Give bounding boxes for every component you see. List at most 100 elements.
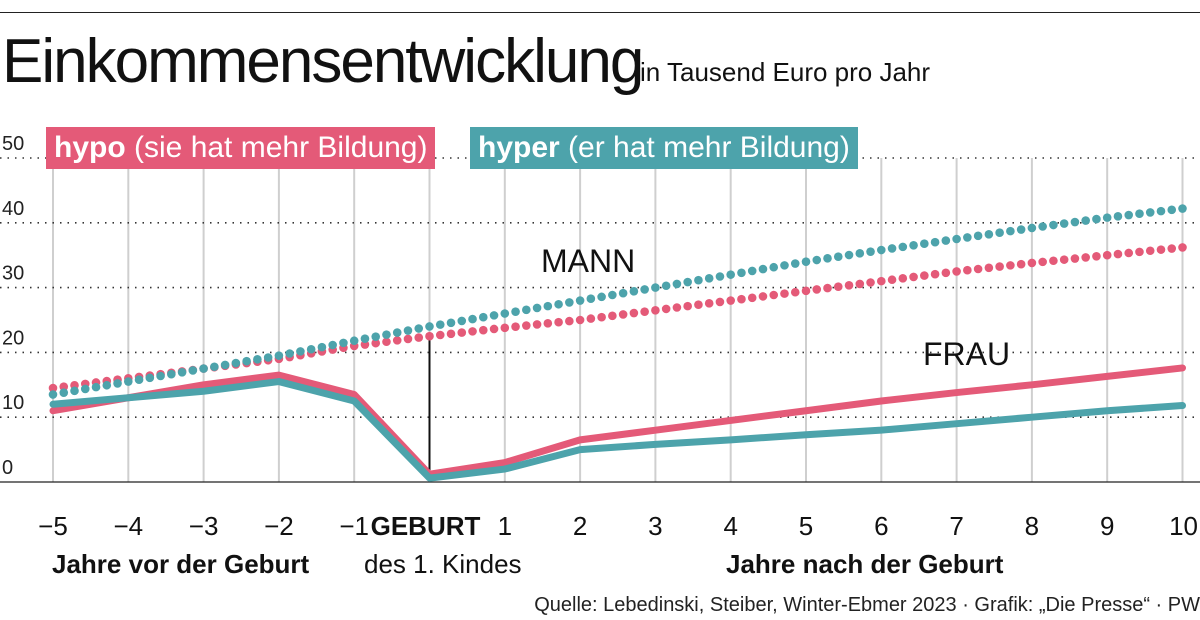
chart-subtitle: in Tausend Euro pro Jahr	[640, 57, 931, 87]
series-dot-mann	[522, 305, 531, 315]
series-dot-mann	[1070, 254, 1080, 263]
series-dot-mann	[1102, 213, 1112, 222]
series-dot-mann	[812, 255, 822, 265]
series-dot-mann	[704, 299, 714, 308]
series-dot-mann	[737, 294, 746, 304]
x-tick-label: 4	[723, 511, 737, 541]
series-dot-mann	[898, 242, 908, 252]
series-dot-mann	[1113, 249, 1123, 259]
series-dot-mann	[435, 330, 445, 340]
series-dot-mann	[844, 250, 854, 260]
series-dot-mann	[328, 340, 337, 350]
series-dot-mann	[565, 298, 574, 307]
series-dot-mann	[124, 377, 133, 386]
series-dot-mann	[769, 262, 779, 272]
series-dot-mann	[554, 299, 563, 309]
series-dot-mann	[274, 351, 284, 360]
series-dot-mann	[478, 325, 488, 335]
series-dot-mann	[1059, 255, 1069, 264]
x-tick-label: 7	[949, 511, 963, 541]
series-dot-mann	[984, 263, 994, 273]
legend-hypo: hypo (sie hat mehr Bildung)	[46, 127, 436, 169]
legend-hyper-desc: (er hat mehr Bildung)	[568, 131, 850, 164]
y-tick-label: 30	[2, 263, 24, 285]
series-dot-mann	[1070, 217, 1080, 227]
x-tick-label: 10	[1169, 511, 1198, 541]
series-dot-mann	[780, 289, 789, 298]
series-dot-mann	[1016, 225, 1026, 234]
series-dot-mann	[414, 333, 424, 342]
series-dot-mann	[156, 371, 165, 381]
x-tick-label: −4	[113, 511, 143, 541]
legend-hyper-name: hyper	[478, 131, 560, 164]
series-dot-mann	[532, 303, 542, 313]
series-dot-mann	[522, 321, 531, 330]
series-dot-mann	[1038, 257, 1047, 267]
chart-title: Einkommensentwicklung	[2, 27, 644, 96]
series-dot-mann	[866, 247, 875, 256]
series-dot-mann	[1006, 226, 1015, 236]
series-dot-mann	[511, 307, 520, 316]
series-dot-mann	[984, 229, 994, 239]
series-dot-mann	[930, 269, 940, 279]
series-dot-mann	[1178, 204, 1187, 213]
series-dot-mann	[801, 257, 811, 266]
series-dot-mann	[565, 316, 574, 326]
series-dot-mann	[532, 320, 542, 329]
legend-hyper: hyper (er hat mehr Bildung)	[470, 127, 858, 169]
series-dot-mann	[963, 233, 972, 242]
series-dot-mann	[59, 388, 69, 397]
series-dot-mann	[1092, 252, 1101, 261]
series-dot-mann	[618, 288, 628, 298]
series-dot-mann	[543, 301, 553, 311]
series-dot-mann	[489, 324, 499, 334]
series-dot-mann	[930, 237, 940, 247]
series-dot-mann	[48, 390, 58, 399]
series-dot-mann	[1049, 256, 1058, 266]
series-dot-mann	[113, 379, 122, 388]
data-series	[48, 204, 1187, 482]
series-dot-mann	[963, 265, 972, 275]
y-tick-labels: 0 10 20 30 40 50	[2, 133, 24, 479]
series-dot-mann	[758, 264, 768, 274]
series-dot-mann	[1156, 245, 1166, 254]
series-dot-mann	[554, 317, 563, 327]
series-dot-mann	[199, 364, 208, 373]
series-dot-mann	[306, 344, 316, 354]
series-dot-mann	[59, 382, 69, 391]
y-tick-label: 10	[2, 392, 24, 414]
series-dot-mann	[403, 326, 413, 335]
series-dot-mann	[801, 286, 811, 296]
series-dot-mann	[887, 244, 897, 253]
series-dot-mann	[651, 283, 660, 292]
series-dot-mann	[446, 329, 456, 339]
series-dot-mann	[833, 252, 843, 261]
series-dot-mann	[737, 268, 746, 278]
series-dot-mann	[586, 314, 596, 323]
series-dot-mann	[683, 277, 692, 287]
series-dot-mann	[478, 312, 488, 322]
series-dot-mann	[339, 338, 348, 348]
series-dot-mann	[317, 342, 327, 352]
series-dot-mann	[145, 373, 155, 383]
series-dot-mann	[597, 312, 606, 322]
series-dot-mann	[586, 294, 596, 304]
series-dot-mann	[1156, 206, 1166, 216]
series-dot-mann	[672, 303, 682, 312]
caption-years-after: Jahre nach der Geburt	[726, 549, 1004, 579]
series-dot-mann	[747, 266, 757, 276]
series-dot-mann	[500, 323, 510, 333]
series-dot-mann	[392, 336, 402, 345]
x-tick-label: 5	[799, 511, 813, 541]
series-dot-mann	[1092, 214, 1101, 224]
series-dot-mann	[382, 330, 391, 339]
series-dot-mann	[1038, 222, 1047, 231]
series-dot-mann	[887, 275, 897, 285]
series-dot-mann	[812, 285, 822, 294]
series-dot-mann	[1027, 223, 1037, 233]
series-dot-mann	[210, 362, 219, 372]
series-dot-mann	[909, 272, 918, 282]
series-dot-mann	[790, 259, 800, 268]
series-dot-mann	[920, 239, 929, 249]
series-dot-mann	[694, 300, 703, 310]
